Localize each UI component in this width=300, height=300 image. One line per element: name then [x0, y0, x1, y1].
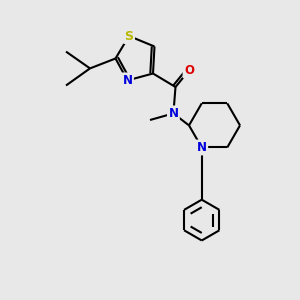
Text: S: S [124, 29, 134, 43]
Text: N: N [168, 107, 178, 120]
Text: O: O [184, 64, 194, 77]
Text: N: N [197, 141, 207, 154]
Text: N: N [122, 74, 133, 87]
